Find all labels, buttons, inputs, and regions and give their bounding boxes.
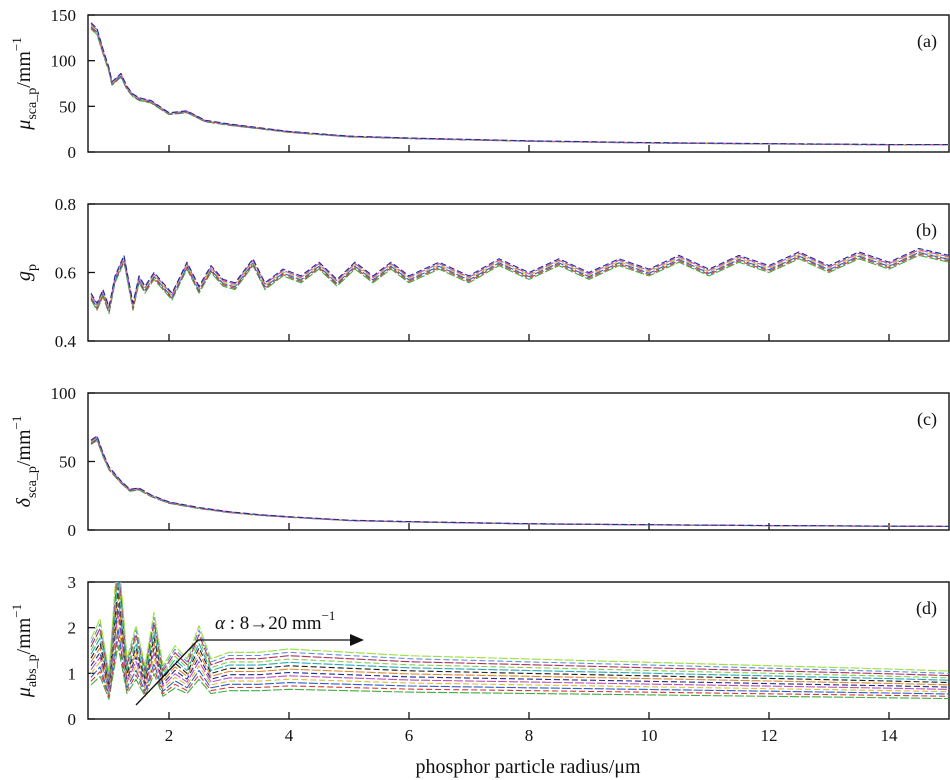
y-tick-label: 0 [68, 521, 77, 540]
series-line-6 [90, 22, 949, 146]
series-line-4 [90, 24, 949, 146]
series-line-3 [90, 438, 949, 528]
series-line-2 [90, 636, 949, 698]
series-line-6 [90, 603, 949, 689]
y-tick-label: 2 [68, 619, 77, 638]
y-tick-label: 0.4 [55, 332, 77, 351]
x-tick-label: 12 [761, 726, 778, 745]
series-line-13 [90, 582, 949, 673]
series-group [90, 22, 949, 146]
panels: 050100150(a)μsca_p/mm−10.40.60.8(b)gp050… [9, 6, 950, 745]
annotation-leader [135, 639, 199, 706]
series-line-5 [90, 249, 949, 309]
series-line-3 [90, 628, 949, 696]
panel-label: (d) [916, 598, 937, 619]
panel-label: (c) [917, 409, 937, 430]
series-line-4 [90, 619, 949, 694]
series-line-1 [90, 644, 949, 700]
annotation-arrow-head [350, 634, 364, 646]
x-tick-label: 6 [405, 726, 414, 745]
series-line-3 [90, 26, 949, 146]
y-tick-label: 150 [51, 6, 77, 25]
series-line-2 [90, 253, 949, 313]
x-axis-label: phosphor particle radius/μm [415, 756, 641, 778]
series-line-2 [90, 27, 949, 146]
x-tick-label: 4 [285, 726, 294, 745]
x-tick-label: 14 [881, 726, 899, 745]
series-line-11 [90, 582, 949, 678]
y-axis-label: gp [13, 264, 40, 281]
series-line-6 [90, 247, 949, 308]
y-tick-label: 100 [51, 52, 77, 71]
y-tick-label: 0.6 [55, 264, 76, 283]
series-line-2 [90, 439, 949, 528]
x-tick-label: 8 [525, 726, 534, 745]
x-tick-label: 10 [641, 726, 658, 745]
series-line-3 [90, 252, 949, 312]
panel-3: 0 50 100 (c) δsca_p/mm−1 [9, 384, 950, 540]
y-tick-label: 0 [68, 710, 77, 729]
panel-label: (a) [917, 31, 937, 52]
plot-frame [87, 392, 950, 531]
series-group [90, 582, 949, 700]
y-tick-label: 3 [68, 573, 77, 592]
plot-frame [87, 581, 950, 720]
y-tick-label: 0 [68, 143, 77, 162]
series-line-1 [90, 28, 949, 146]
panel-label: (b) [916, 220, 937, 241]
y-tick-label: 50 [59, 97, 76, 116]
series-line-1 [90, 439, 949, 528]
series-group [90, 247, 949, 315]
y-tick-label: 0.8 [55, 195, 76, 214]
series-line-5 [90, 611, 949, 691]
y-axis-label: μabs_p/mm−1 [9, 604, 40, 698]
series-line-8 [90, 586, 949, 685]
y-tick-label: 100 [51, 384, 77, 403]
series-line-4 [90, 250, 949, 311]
series-line-4 [90, 437, 949, 527]
series-line-1 [90, 254, 949, 315]
series-line-5 [90, 23, 949, 146]
annotation-text: α : 8→20 mm−1 [215, 608, 335, 634]
series-group [90, 435, 949, 528]
y-tick-label: 1 [68, 664, 77, 683]
plot-frame [87, 14, 950, 153]
series-line-5 [90, 436, 949, 527]
series-line-6 [90, 435, 949, 527]
y-tick-label: 50 [59, 453, 76, 472]
y-axis-label: μsca_p/mm−1 [9, 37, 40, 130]
panel-1: 0 50 100 150 (a) μsca_p/mm−1 [9, 6, 950, 162]
panel-2: 0.4 0.6 0.8 (b) gp [13, 195, 950, 351]
x-tick-label: 2 [165, 726, 174, 745]
y-axis-label: δsca_p/mm−1 [9, 416, 40, 508]
